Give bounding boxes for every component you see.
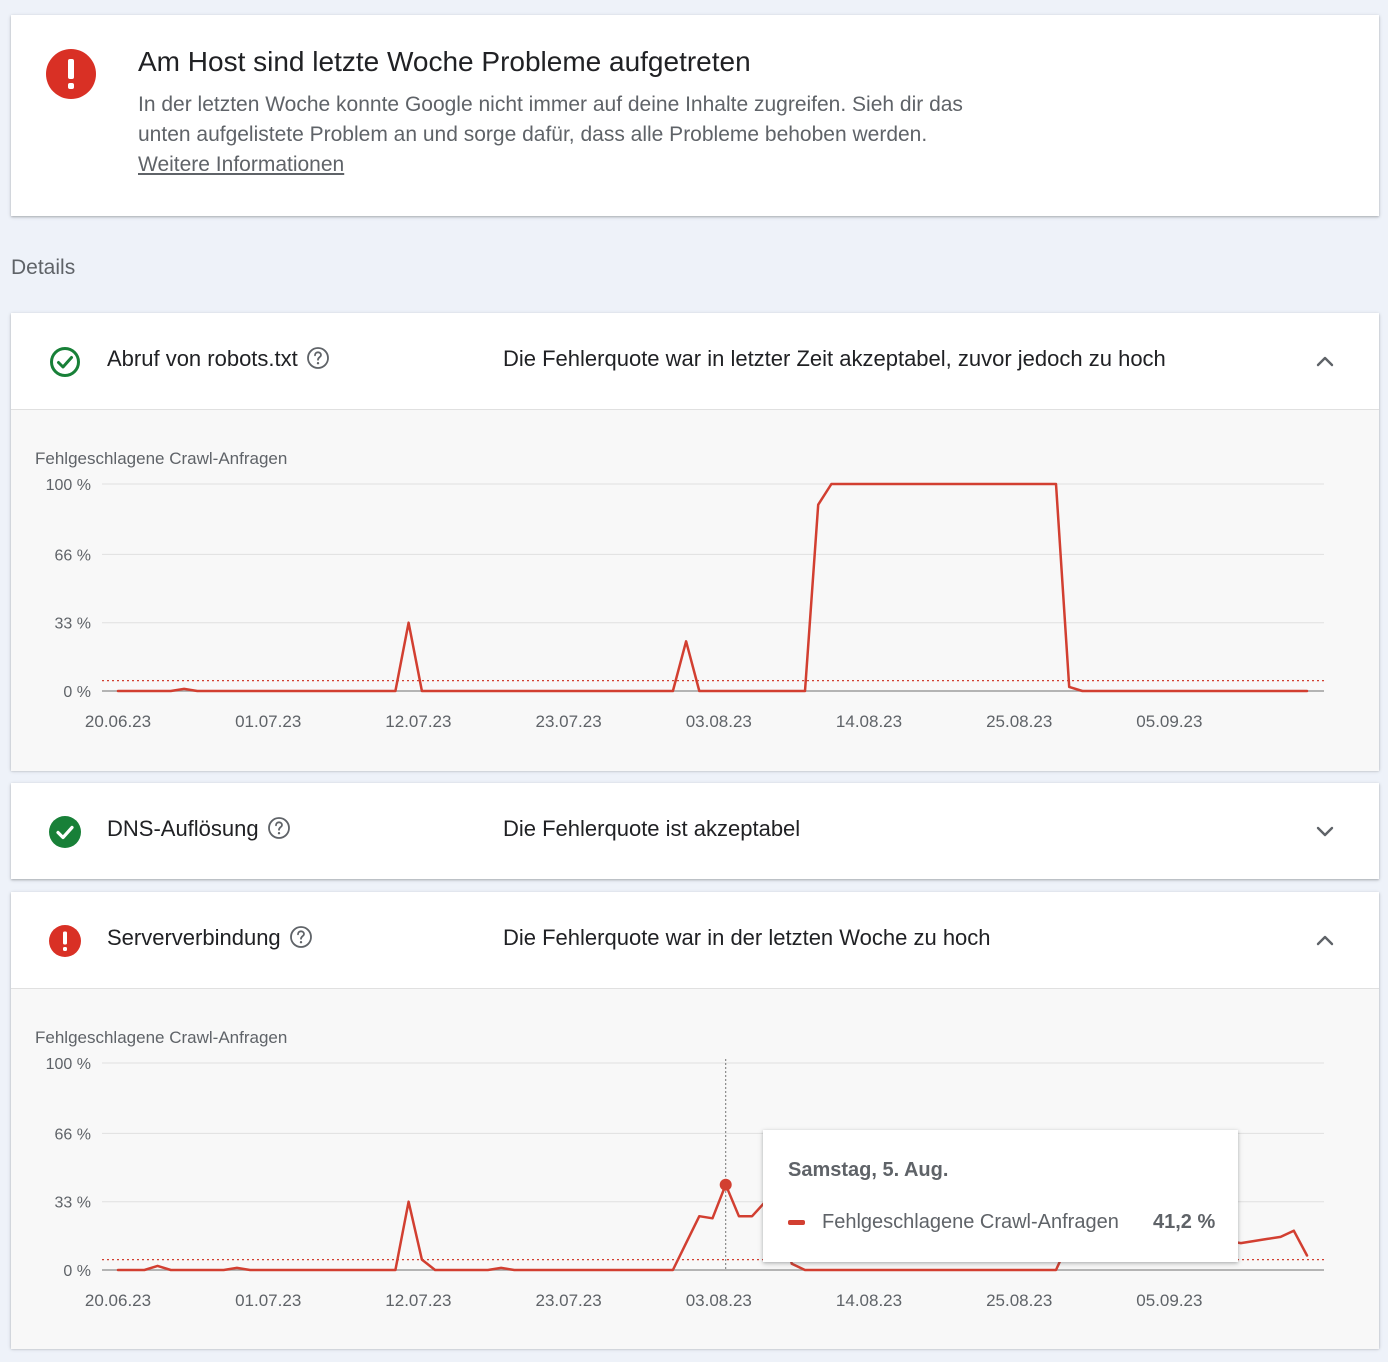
- error-icon: [49, 925, 81, 957]
- alert-title: Am Host sind letzte Woche Probleme aufge…: [138, 46, 751, 77]
- x-tick-label: 05.09.23: [1136, 712, 1202, 731]
- chevron-down-icon[interactable]: [1312, 818, 1338, 844]
- chevron-up-icon[interactable]: [1312, 348, 1338, 374]
- x-tick-label: 20.06.23: [85, 712, 151, 731]
- x-tick-label: 14.08.23: [836, 1291, 902, 1310]
- robots-txt-chart-panel: Fehlgeschlagene Crawl-Anfragen 100 % 66 % 3…: [11, 409, 1379, 771]
- server-connection-section: Serververbindung Die Fehlerquote war in …: [11, 892, 1379, 1349]
- robots-txt-section-header[interactable]: Abruf von robots.txt Die Fehlerquote war…: [11, 313, 1379, 409]
- dns-resolution-name: DNS-Auflösung: [107, 816, 259, 841]
- tooltip-series-name: Fehlgeschlagene Crawl-Anfragen: [822, 1211, 1119, 1233]
- y-tick-label: 33 %: [55, 616, 91, 633]
- robots-txt-name: Abruf von robots.txt: [107, 346, 298, 371]
- help-icon[interactable]: [289, 925, 313, 949]
- server-connection-title: Serververbindung: [107, 925, 313, 951]
- robots-txt-status: Die Fehlerquote war in letzter Zeit akze…: [503, 346, 1166, 371]
- alert-body: In der letzten Woche konnte Google nicht…: [138, 90, 998, 180]
- x-tick-label: 23.07.23: [536, 1291, 602, 1310]
- robots-txt-title: Abruf von robots.txt: [107, 346, 330, 372]
- y-tick-label: 33 %: [55, 1195, 91, 1212]
- check-circle-outline-icon: [50, 347, 80, 377]
- series-line: [116, 482, 1309, 693]
- x-tick-label: 01.07.23: [235, 1291, 301, 1310]
- tooltip-date: Samstag, 5. Aug.: [788, 1159, 949, 1181]
- y-tick-label: 66 %: [55, 1126, 91, 1143]
- error-icon: [46, 49, 96, 99]
- chart-title: Fehlgeschlagene Crawl-Anfragen: [35, 1028, 287, 1047]
- dns-resolution-status: Die Fehlerquote ist akzeptabel: [503, 816, 801, 841]
- check-circle-filled-icon: [49, 816, 81, 848]
- x-tick-label: 03.08.23: [686, 1291, 752, 1310]
- robots-txt-section: Abruf von robots.txt Die Fehlerquote war…: [11, 313, 1379, 771]
- y-tick-label: 66 %: [55, 547, 91, 564]
- x-tick-label: 12.07.23: [385, 1291, 451, 1310]
- server-connection-section-header[interactable]: Serververbindung Die Fehlerquote war in …: [11, 892, 1379, 988]
- dns-resolution-section-header[interactable]: DNS-Auflösung Die Fehlerquote ist akzept…: [11, 783, 1379, 879]
- legend-swatch: [788, 1220, 805, 1225]
- x-tick-label: 05.09.23: [1136, 1291, 1202, 1310]
- server-connection-name: Serververbindung: [107, 925, 281, 950]
- x-tick-label: 03.08.23: [686, 712, 752, 731]
- highlighted-data-point: [719, 1178, 732, 1191]
- x-tick-label: 25.08.23: [986, 1291, 1052, 1310]
- chart-tooltip: Samstag, 5. Aug. Fehlgeschlagene Crawl-A…: [763, 1130, 1238, 1262]
- y-tick-label: 0 %: [63, 1263, 91, 1280]
- chevron-up-icon[interactable]: [1312, 927, 1338, 953]
- chart-title: Fehlgeschlagene Crawl-Anfragen: [35, 449, 287, 468]
- y-tick-label: 100 %: [46, 1056, 91, 1073]
- x-tick-label: 20.06.23: [85, 1291, 151, 1310]
- server-connection-chart-panel: Fehlgeschlagene Crawl-Anfragen 100 % 66 % 3…: [11, 988, 1379, 1349]
- x-tick-label: 12.07.23: [385, 712, 451, 731]
- alert-body-text: In der letzten Woche konnte Google nicht…: [138, 93, 963, 146]
- server-connection-status: Die Fehlerquote war in der letzten Woche…: [503, 925, 991, 950]
- details-heading: Details: [11, 256, 76, 279]
- tooltip-value: 41,2 %: [1153, 1211, 1216, 1233]
- x-tick-label: 01.07.23: [235, 712, 301, 731]
- dns-resolution-title: DNS-Auflösung: [107, 816, 291, 842]
- help-icon[interactable]: [306, 346, 330, 370]
- x-tick-label: 25.08.23: [986, 712, 1052, 731]
- y-tick-label: 100 %: [46, 477, 91, 494]
- help-icon[interactable]: [267, 816, 291, 840]
- x-tick-label: 23.07.23: [536, 712, 602, 731]
- host-problems-alert-card: Am Host sind letzte Woche Probleme aufge…: [11, 15, 1379, 216]
- dns-resolution-section: DNS-Auflösung Die Fehlerquote ist akzept…: [11, 783, 1379, 879]
- robots-txt-chart: Fehlgeschlagene Crawl-Anfragen 100 % 66 % 3…: [35, 449, 1324, 731]
- x-tick-label: 14.08.23: [836, 712, 902, 731]
- learn-more-link[interactable]: Weitere Informationen: [138, 153, 345, 176]
- y-tick-label: 0 %: [63, 684, 91, 701]
